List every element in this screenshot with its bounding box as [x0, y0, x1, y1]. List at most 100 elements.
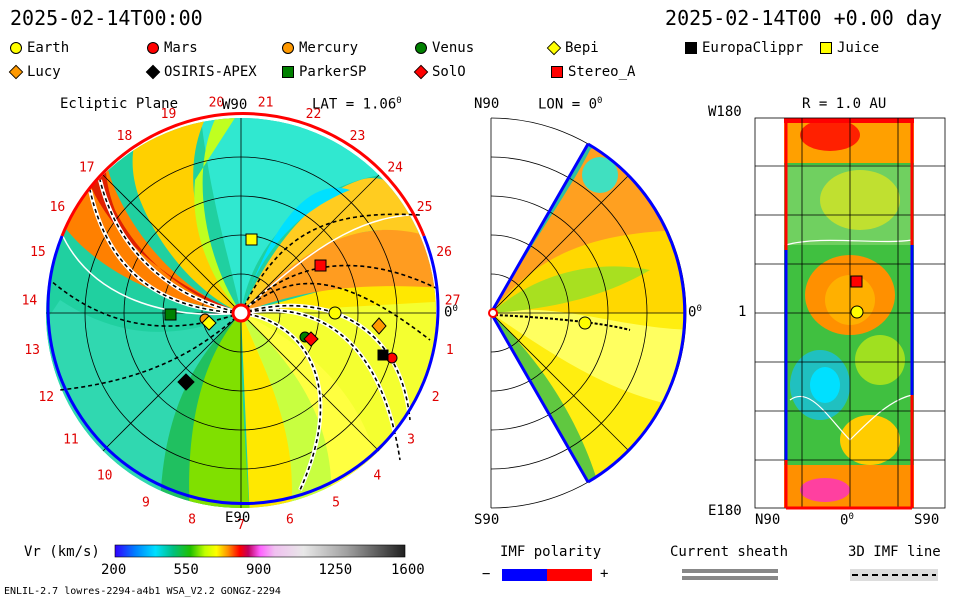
timestamp-right: 2025-02-14T00 +0.00 day — [665, 6, 942, 30]
circle-marker-icon — [147, 42, 159, 54]
legend-parkersp: ParkerSP — [282, 64, 366, 80]
meridional-bottom-label: S90 — [474, 512, 500, 528]
carrington-label-11: 11 — [63, 433, 79, 448]
sphere-panel — [754, 117, 946, 510]
osiris-marker — [177, 373, 195, 391]
current-sheath-label: Current sheath — [670, 544, 789, 560]
square-marker-icon — [282, 66, 294, 78]
solo-marker — [303, 331, 319, 347]
sphere-x-n90: N90 — [755, 512, 781, 528]
carrington-label-15: 15 — [30, 245, 46, 260]
imf-plus: + — [600, 566, 609, 582]
carrington-label-22: 22 — [306, 107, 322, 122]
carrington-label-18: 18 — [117, 129, 133, 144]
legend-europaclippr: EuropaClippr — [685, 40, 803, 56]
carrington-label-12: 12 — [38, 390, 54, 405]
legend-bepi: Bepi — [546, 40, 599, 56]
legend-label: Lucy — [27, 64, 61, 80]
carrington-label-4: 4 — [373, 468, 381, 483]
legend-label: Juice — [837, 40, 880, 56]
ecliptic-right-label: 0 — [444, 304, 453, 321]
carrington-label-23: 23 — [350, 129, 366, 144]
meridional-top-label: N90 — [474, 96, 500, 112]
carrington-label-13: 13 — [24, 343, 40, 358]
legend-label: Bepi — [565, 40, 599, 56]
europa-marker — [377, 349, 389, 361]
carrington-label-5: 5 — [332, 496, 340, 511]
timestamp-left: 2025-02-14T00:00 — [10, 6, 203, 30]
imf-line-label: 3D IMF line — [848, 544, 941, 560]
sphere-bottom-left-label: E180 — [708, 503, 742, 519]
legend-label: Earth — [27, 40, 70, 56]
legend-solo: SolO — [413, 64, 466, 80]
meridional-panel — [488, 117, 687, 509]
imf-positive-swatch — [547, 569, 592, 581]
parker-marker — [164, 308, 177, 321]
carrington-label-1: 1 — [446, 343, 454, 358]
legend-label: SolO — [432, 64, 466, 80]
carrington-label-26: 26 — [436, 245, 452, 260]
legend-label: Mercury — [299, 40, 359, 56]
colorbar-tick-label: 900 — [246, 562, 272, 578]
carrington-label-27: 27 — [445, 294, 461, 309]
legend-label: ParkerSP — [299, 64, 367, 80]
square-marker-icon — [685, 42, 697, 54]
imf-minus: − — [482, 566, 491, 582]
ecliptic-top-label: W90 — [222, 97, 248, 113]
carrington-label-10: 10 — [97, 468, 113, 483]
colorbar-tick-label: 1250 — [318, 562, 353, 578]
legend-label: Stereo_A — [568, 64, 636, 80]
meridional-lon-label: LON = 0 — [538, 96, 598, 113]
carrington-label-24: 24 — [387, 161, 403, 176]
sphere-top-left-label: W180 — [708, 104, 742, 120]
carrington-label-6: 6 — [286, 512, 294, 527]
colorbar — [114, 544, 406, 558]
carrington-label-14: 14 — [22, 294, 38, 309]
legend-osiris-apex: OSIRIS-APEX — [145, 64, 257, 80]
legend-label: Venus — [432, 40, 475, 56]
legend-label: EuropaClippr — [702, 40, 804, 56]
circle-marker-icon — [282, 42, 294, 54]
sphere-title: R = 1.0 AU — [802, 96, 887, 112]
ecliptic-lat-deg: 0 — [396, 96, 402, 106]
circle-marker-icon — [10, 42, 22, 54]
meridional-right-label: 0 — [688, 304, 697, 321]
carrington-label-2: 2 — [432, 390, 440, 405]
carrington-label-16: 16 — [50, 200, 66, 215]
carrington-label-7: 7 — [237, 518, 245, 533]
carrington-label-21: 21 — [258, 95, 274, 110]
legend-earth: Earth — [10, 40, 69, 56]
sphere-mid-left-label: 1 — [738, 304, 747, 320]
colorbar-label: Vr (km/s) — [24, 544, 100, 560]
carrington-label-20: 20 — [209, 95, 225, 110]
legend-stereo-a: Stereo_A — [551, 64, 635, 80]
colorbar-tick-label: 200 — [101, 562, 127, 578]
carrington-label-17: 17 — [79, 161, 95, 176]
legend-juice: Juice — [820, 40, 879, 56]
juice-marker — [245, 233, 258, 246]
lucy-marker — [371, 317, 387, 335]
sphere-x-s90: S90 — [914, 512, 940, 528]
earth-marker — [328, 306, 342, 320]
legend-label: Mars — [164, 40, 198, 56]
meridional-lon-deg: 0 — [597, 96, 603, 106]
sphere-x-0: 0 — [840, 512, 849, 529]
square-marker-icon — [820, 42, 832, 54]
sphere-x-0-deg: 0 — [848, 512, 854, 522]
legend-mars: Mars — [147, 40, 198, 56]
legend-label: OSIRIS-APEX — [164, 64, 257, 80]
ecliptic-title: Ecliptic Plane — [60, 96, 179, 112]
colorbar-tick-label: 550 — [173, 562, 199, 578]
carrington-label-8: 8 — [188, 512, 196, 527]
carrington-label-9: 9 — [142, 496, 150, 511]
imf-negative-swatch — [502, 569, 547, 581]
bepi-marker — [201, 315, 217, 331]
carrington-label-3: 3 — [407, 433, 415, 448]
stereo-a-marker — [314, 259, 327, 272]
square-marker-icon — [551, 66, 563, 78]
sun-marker — [231, 303, 251, 323]
ecliptic-right-deg: 0 — [452, 304, 458, 314]
circle-marker-icon — [415, 42, 427, 54]
